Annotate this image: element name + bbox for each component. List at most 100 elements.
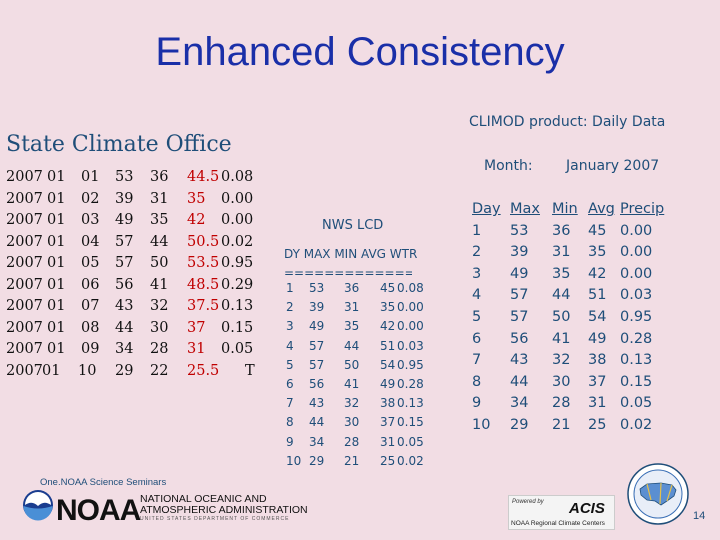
noaa-seagull-icon <box>23 490 53 521</box>
nws-wtr: 0.15 <box>397 415 424 430</box>
sco-day: 10 <box>78 362 97 379</box>
nws-day: 4 <box>286 338 294 353</box>
acis-wordmark: ACIS <box>569 500 605 517</box>
climod-avg: 31 <box>588 395 607 412</box>
sco-min: 28 <box>150 341 169 357</box>
climod-avg: 38 <box>588 352 607 369</box>
nws-wtr: 0.13 <box>397 396 424 411</box>
nws-day: 9 <box>286 434 294 449</box>
nws-min: 28 <box>344 434 360 449</box>
sco-avg: 35 <box>187 190 206 207</box>
climod-precip: 0.03 <box>620 287 653 304</box>
nws-avg: 31 <box>380 434 396 449</box>
sco-max: 43 <box>115 298 134 314</box>
nws-max: 49 <box>309 319 325 334</box>
climod-max: 29 <box>510 416 529 433</box>
sco-day: 02 <box>81 190 100 207</box>
nws-avg: 25 <box>380 453 396 468</box>
climod-header-row: Day Max Min Avg Precip <box>470 201 700 223</box>
sco-year: 2007 <box>6 233 43 250</box>
climod-precip: 0.15 <box>620 373 653 390</box>
climod-header-precip: Precip <box>620 201 665 217</box>
climod-precip: 0.00 <box>620 244 653 261</box>
sco-precip: 0.95 <box>221 255 254 271</box>
sco-row: 2007 01 07 43 32 37.5 0.13 <box>6 296 276 318</box>
sco-year: 2007 <box>6 255 43 271</box>
sco-max: 57 <box>115 255 134 271</box>
slide-title: Enhanced Consistency <box>155 30 565 74</box>
state-climate-office-table: 2007 01 01 53 36 44.5 0.08 2007 01 02 39 31 35 0.00 20… <box>6 167 276 382</box>
climod-precip: 0.05 <box>620 395 653 412</box>
sco-max: 29 <box>115 362 134 379</box>
climod-max: 44 <box>510 373 529 390</box>
climod-row: 8 44 30 37 0.15 <box>470 374 700 396</box>
climod-min: 21 <box>552 416 571 433</box>
climod-avg: 35 <box>588 244 607 261</box>
climod-row: 5 57 50 54 0.95 <box>470 309 700 331</box>
climod-header-day: Day <box>472 201 501 217</box>
sco-year: 2007 <box>6 341 43 357</box>
sco-row: 2007 01 05 57 50 53.5 0.95 <box>6 253 276 275</box>
acis-powered-by: Powered by <box>512 499 544 505</box>
nws-lcd-title: NWS LCD <box>322 218 384 233</box>
sco-month: 01 <box>47 169 66 185</box>
nws-day: 2 <box>286 300 294 315</box>
climod-row: 1 53 36 45 0.00 <box>470 223 700 245</box>
sco-precip: 0.00 <box>221 190 254 207</box>
nws-avg: 49 <box>380 376 396 391</box>
nws-wtr: 0.00 <box>397 300 424 315</box>
sco-month: 01 <box>47 276 66 293</box>
climod-row: 7 43 32 38 0.13 <box>470 352 700 374</box>
sco-month: 01 <box>47 233 66 250</box>
sco-day: 05 <box>81 255 100 271</box>
nws-avg: 37 <box>380 415 396 430</box>
sco-min: 44 <box>150 233 169 250</box>
sco-month: 01 <box>47 190 66 207</box>
nws-lcd-table: DY MAX MIN AVG WTR ================= 153… <box>284 247 434 473</box>
sco-max: 49 <box>115 212 134 228</box>
climod-max: 57 <box>510 287 529 304</box>
climod-avg: 25 <box>588 416 607 433</box>
nws-min: 36 <box>344 281 360 295</box>
climod-min: 35 <box>552 265 571 282</box>
nws-wtr: 0.00 <box>397 319 424 334</box>
sco-precip: 0.13 <box>221 298 254 314</box>
climod-day: 7 <box>472 352 482 369</box>
sco-max: 44 <box>115 319 134 336</box>
nws-max: 29 <box>309 453 325 468</box>
nws-row: 5 57 50 54 0.95 <box>284 358 434 377</box>
climod-max: 57 <box>510 308 529 325</box>
sco-day: 08 <box>81 319 100 336</box>
climod-row: 2 39 31 35 0.00 <box>470 244 700 266</box>
sco-avg: 44.5 <box>187 169 220 185</box>
nws-wtr: 0.95 <box>397 357 424 372</box>
climod-min: 30 <box>552 373 571 390</box>
nws-row: 10 29 21 25 0.02 <box>284 454 434 473</box>
climod-day: 9 <box>472 395 482 412</box>
nws-min: 41 <box>344 376 360 391</box>
climod-min: 44 <box>552 287 571 304</box>
sco-max: 34 <box>115 341 134 357</box>
nws-min: 44 <box>344 338 360 353</box>
climod-max: 39 <box>510 244 529 261</box>
climod-min: 31 <box>552 244 571 261</box>
nws-day: 7 <box>286 396 294 411</box>
nws-day: 8 <box>286 415 294 430</box>
nws-row: 8 44 30 37 0.15 <box>284 415 434 434</box>
climod-row: 4 57 44 51 0.03 <box>470 287 700 309</box>
noaa-full-name: NATIONAL OCEANIC AND ATMOSPHERIC ADMINIS… <box>140 494 308 516</box>
nws-lcd-separator: ================= <box>284 266 412 280</box>
climod-month-label: Month: <box>484 158 533 174</box>
climod-precip: 0.00 <box>620 265 653 282</box>
sco-avg: 42 <box>187 212 206 228</box>
climod-precip: 0.28 <box>620 330 653 347</box>
climod-min: 50 <box>552 308 571 325</box>
nws-day: 6 <box>286 376 294 391</box>
climod-day: 8 <box>472 373 482 390</box>
climod-max: 56 <box>510 330 529 347</box>
nws-wtr: 0.05 <box>397 434 424 449</box>
sco-precip: 0.00 <box>221 212 254 228</box>
climod-day: 5 <box>472 308 482 325</box>
nws-min: 30 <box>344 415 360 430</box>
regional-climate-centers-map-icon <box>627 463 689 525</box>
